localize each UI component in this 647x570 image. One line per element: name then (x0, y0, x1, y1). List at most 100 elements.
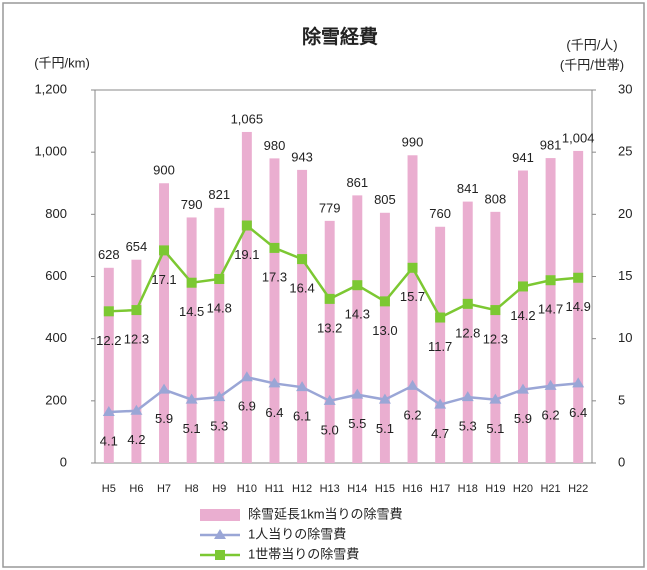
bar (297, 169, 308, 464)
line-point (351, 388, 364, 399)
line-point (240, 371, 253, 382)
line-point (490, 305, 501, 316)
line-point (186, 277, 197, 288)
x-tick-label: H5 (102, 483, 116, 495)
line-value-label: 5.1 (376, 421, 394, 436)
line-value-label: 5.5 (348, 416, 366, 431)
line-value-label: 5.1 (183, 421, 201, 436)
line-point (296, 381, 309, 392)
bar (490, 211, 501, 463)
line-value-label: 11.7 (428, 339, 452, 354)
line-point (158, 383, 171, 394)
line-value-label: 12.2 (96, 333, 121, 348)
legend-label: 1人当りの除雪費 (248, 526, 346, 541)
line-value-label: 5.3 (459, 419, 477, 434)
bar-value-label: 900 (153, 163, 175, 178)
line-point (407, 262, 418, 273)
bar (103, 267, 114, 463)
line-point (489, 393, 502, 404)
line-point (268, 377, 281, 388)
y2-tick-label: 25 (618, 144, 632, 159)
x-tick-label: H12 (292, 483, 312, 495)
x-tick-label: H14 (347, 483, 367, 495)
x-tick-label: H16 (402, 483, 422, 495)
y2-tick-label: 15 (618, 268, 632, 283)
legend-marker (215, 550, 225, 560)
line-value-label: 15.7 (400, 289, 425, 304)
bar-value-label: 1,004 (562, 130, 595, 145)
bar (379, 212, 390, 463)
line-point (516, 383, 529, 394)
line-point (545, 275, 556, 286)
x-tick-label: H11 (265, 483, 284, 495)
line-point (103, 306, 114, 317)
line-value-label: 6.2 (542, 407, 560, 422)
line-point (352, 280, 363, 291)
line-value-label: 12.8 (455, 325, 480, 340)
y-tick-label: 800 (45, 206, 67, 221)
line-value-label: 4.1 (100, 433, 118, 448)
bar-value-label: 941 (512, 150, 534, 165)
y-tick-label: 200 (45, 392, 67, 407)
line (108, 375, 579, 414)
bar-value-label: 861 (346, 175, 368, 190)
line-point (213, 391, 226, 402)
bar (214, 207, 225, 463)
bar-value-label: 790 (181, 197, 203, 212)
line-value-label: 19.1 (234, 247, 259, 262)
y-tick-label: 1,000 (34, 144, 67, 159)
bar (407, 155, 418, 463)
bar (159, 183, 169, 463)
x-tick-label: H22 (568, 483, 588, 495)
line-point (131, 305, 142, 316)
y2-axis-label: (千円/人) (566, 37, 617, 52)
line-value-label: 12.3 (483, 332, 508, 347)
line-point (214, 273, 225, 284)
line-value-label: 14.5 (179, 304, 204, 319)
bar-value-label: 760 (429, 206, 451, 221)
line-point (435, 312, 446, 323)
bar (241, 131, 252, 463)
y2-tick-label: 0 (618, 454, 625, 469)
line-point (159, 245, 170, 256)
x-tick-label: H20 (513, 483, 533, 495)
bar (269, 158, 280, 463)
bar (573, 150, 584, 463)
y2-tick-label: 20 (618, 206, 632, 221)
x-tick-label: H17 (430, 483, 450, 495)
line-value-label: 13.0 (372, 323, 397, 338)
bar (435, 226, 446, 463)
y-tick-label: 600 (45, 268, 67, 283)
line-point (517, 281, 528, 292)
line-value-label: 5.3 (210, 419, 228, 434)
bar-value-label: 943 (291, 149, 313, 164)
x-tick-label: H15 (375, 483, 395, 495)
bar (545, 158, 556, 463)
x-tick-label: H18 (458, 483, 478, 495)
line-value-label: 14.3 (345, 307, 370, 322)
line-value-label: 5.9 (514, 411, 532, 426)
y2-tick-label: 30 (618, 81, 632, 96)
line-value-label: 17.3 (262, 269, 287, 284)
line-point (434, 398, 447, 409)
bar-value-label: 990 (402, 135, 424, 150)
x-tick-label: H21 (540, 483, 560, 495)
x-tick-label: H7 (157, 483, 171, 495)
line-point (461, 391, 474, 402)
line-value-label: 14.7 (538, 302, 563, 317)
line-point (185, 393, 198, 404)
line-point (379, 296, 390, 307)
x-tick-label: H19 (485, 483, 505, 495)
bar (131, 259, 142, 463)
bar-value-label: 805 (374, 192, 396, 207)
bar-value-label: 1,065 (231, 111, 264, 126)
y-tick-label: 1,200 (34, 81, 67, 96)
line-value-label: 5.1 (486, 421, 504, 436)
x-tick-label: H13 (320, 483, 340, 495)
x-tick-label: H6 (129, 483, 143, 495)
line-value-label: 14.8 (207, 300, 232, 315)
line-value-label: 13.2 (317, 320, 342, 335)
legend-marker (214, 529, 226, 539)
line-point (462, 298, 473, 309)
